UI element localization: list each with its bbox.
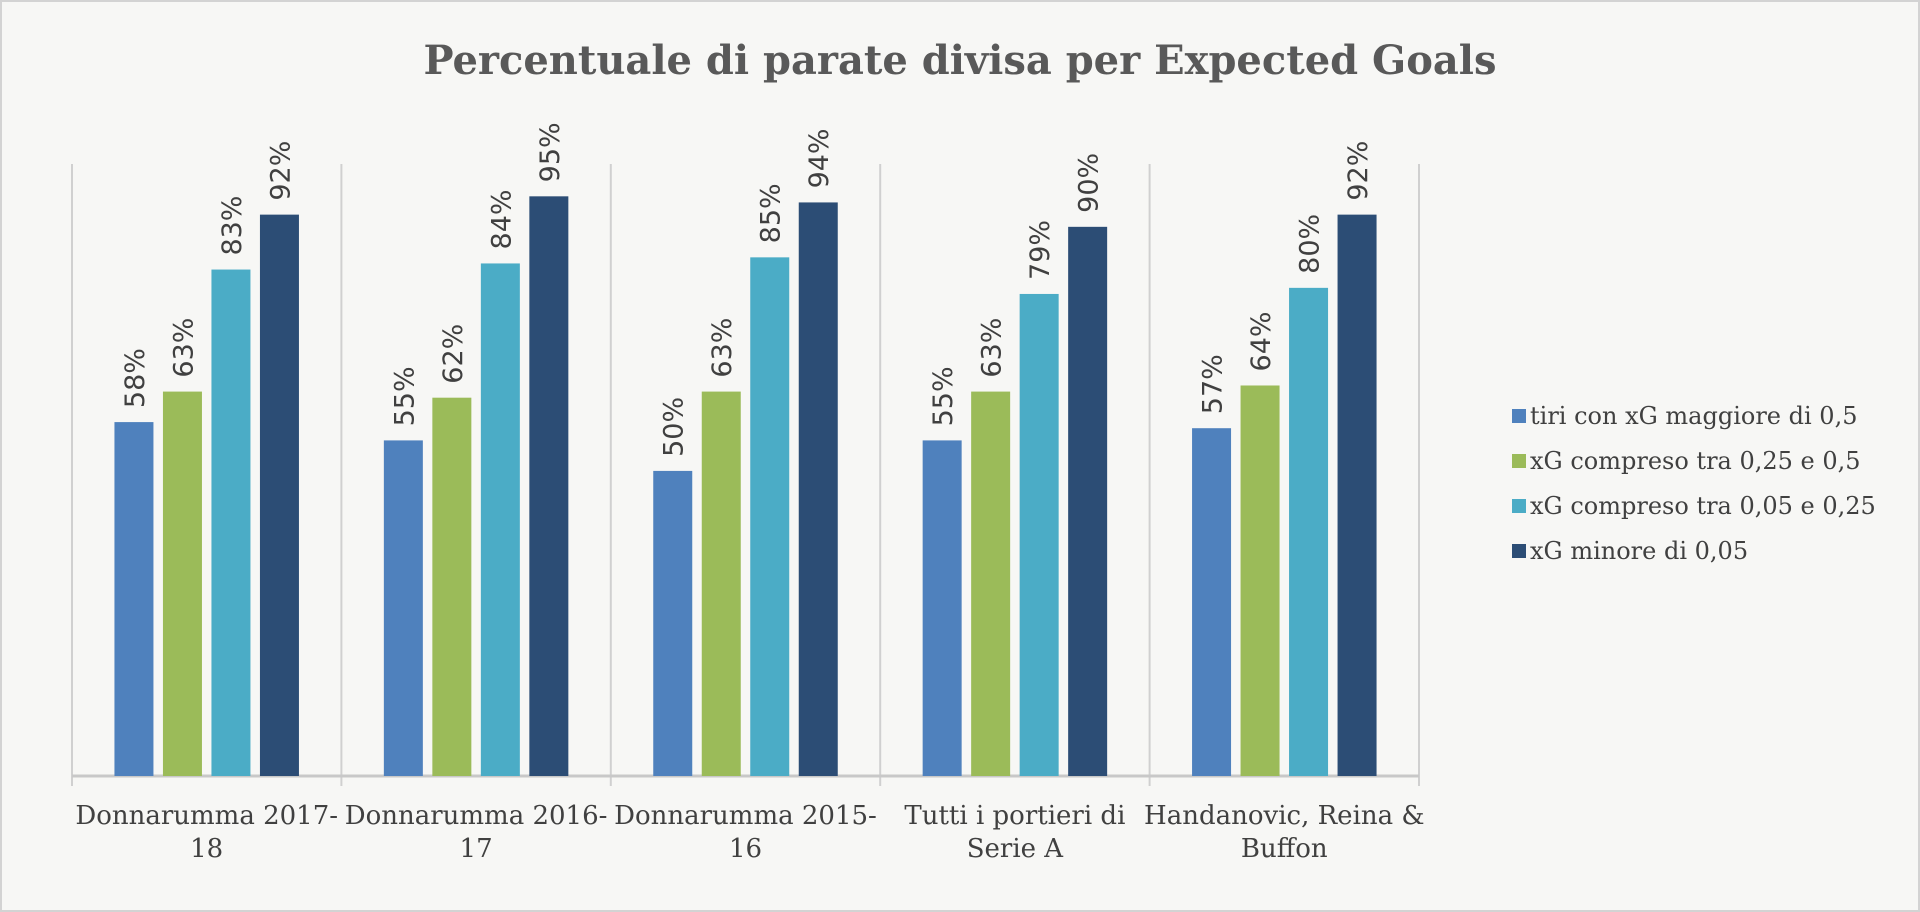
bar (750, 257, 790, 776)
bar (1192, 428, 1232, 776)
bar (432, 397, 472, 776)
bar (383, 440, 423, 776)
data-label: 63% (977, 318, 1008, 378)
x-tick-label: 18 (190, 834, 223, 864)
x-tick-label: 17 (460, 834, 493, 864)
legend-label: xG minore di 0,05 (1530, 537, 1748, 565)
legend-label: tiri con xG maggiore di 0,5 (1530, 402, 1857, 430)
data-label: 62% (438, 324, 469, 384)
x-tick-label: Donnarumma 2017- (75, 801, 338, 831)
data-label: 63% (707, 318, 738, 378)
legend-swatch (1512, 544, 1526, 558)
plot-area: 58% 63% 83% 92% Donnarumma 2017-18 55% 62% 84% 9… (71, 122, 1425, 864)
data-label: 95% (535, 122, 566, 182)
bar (701, 391, 741, 776)
legend-swatch (1512, 499, 1526, 513)
bar (529, 196, 569, 776)
x-tick-label: Tutti i portieri di (904, 801, 1125, 831)
data-label: 55% (389, 366, 420, 426)
data-label: 80% (1295, 214, 1326, 274)
legend-swatch (1512, 454, 1526, 468)
data-label: 85% (756, 183, 787, 243)
data-label: 84% (486, 189, 517, 249)
data-label: 79% (1025, 220, 1056, 280)
bar (653, 470, 693, 776)
chart-title: Percentuale di parate divisa per Expecte… (423, 37, 1496, 84)
legend-label: xG compreso tra 0,25 e 0,5 (1530, 447, 1861, 475)
x-tick-label: Donnarumma 2016- (345, 801, 608, 831)
x-tick-label: Buffon (1241, 834, 1328, 864)
bar (480, 263, 520, 776)
legend-swatch (1512, 409, 1526, 423)
x-tick-label: Serie A (967, 834, 1065, 864)
data-label: 57% (1198, 354, 1229, 414)
bar (922, 440, 962, 776)
data-label: 55% (928, 366, 959, 426)
bar (798, 202, 838, 777)
bar (114, 422, 154, 776)
x-tick-label: Donnarumma 2015- (614, 801, 877, 831)
legend-label: xG compreso tra 0,05 e 0,25 (1530, 492, 1876, 520)
bar (1019, 293, 1059, 776)
bar (1068, 226, 1108, 777)
bar (1289, 287, 1329, 776)
x-tick-label: Handanovic, Reina & (1144, 801, 1425, 831)
data-label: 50% (659, 397, 690, 457)
data-label: 83% (217, 196, 248, 256)
data-label: 58% (120, 348, 151, 408)
data-label: 64% (1246, 311, 1277, 371)
data-label: 92% (265, 141, 296, 201)
bar (1337, 214, 1377, 776)
data-label: 92% (1343, 141, 1374, 201)
bar (259, 214, 299, 776)
data-label: 63% (168, 318, 199, 378)
bar (971, 391, 1011, 776)
data-label: 90% (1074, 153, 1105, 213)
data-label: 94% (804, 128, 835, 188)
bar (1240, 385, 1280, 776)
bar (211, 269, 251, 776)
x-tick-label: 16 (729, 834, 762, 864)
bar (162, 391, 202, 776)
legend: tiri con xG maggiore di 0,5 xG compreso t… (1512, 402, 1876, 565)
